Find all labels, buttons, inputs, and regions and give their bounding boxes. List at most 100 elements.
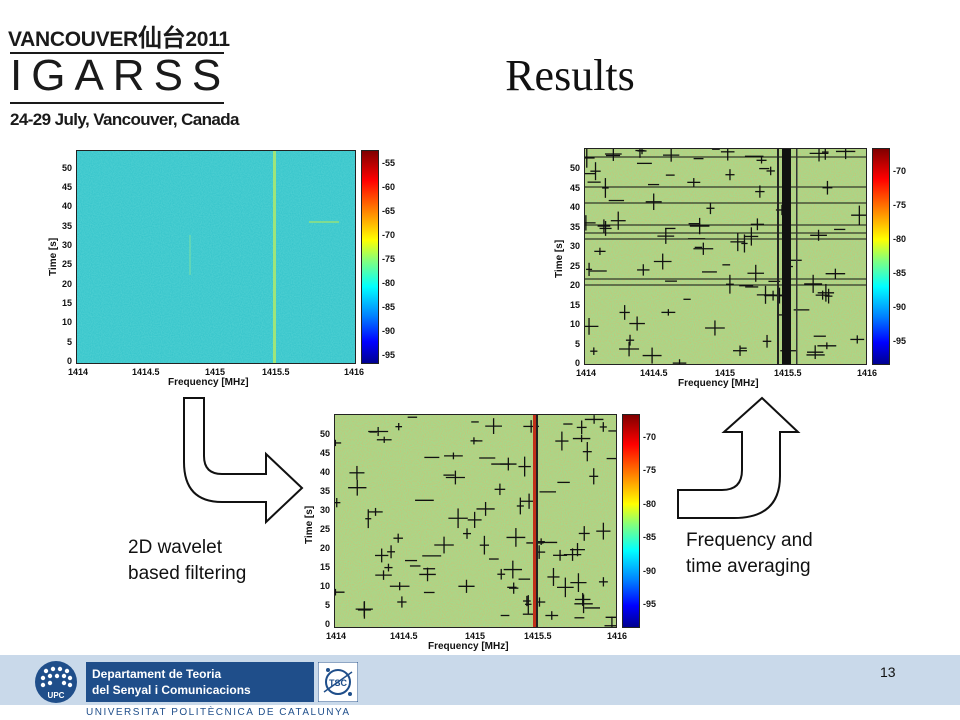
- university-name: UNIVERSITAT POLITÈCNICA DE CATALUNYA: [86, 707, 351, 718]
- ytick-filt-5: 5: [325, 600, 331, 610]
- spectrogram-averaged: Time [s] 50 45 40 35 30 25 20 15 10 5 0 …: [546, 146, 916, 394]
- ytick-avg-0: 0: [575, 358, 581, 368]
- upc-logo-icon: UPC: [35, 661, 77, 703]
- xtick-raw-1416: 1416: [344, 367, 365, 377]
- ytick-avg-25: 25: [570, 261, 581, 271]
- cbar-avg-tick-0: -70: [893, 166, 907, 176]
- ytick-raw-30: 30: [62, 240, 73, 250]
- ytick-avg-15: 15: [570, 300, 581, 310]
- ytick-filt-35: 35: [320, 486, 331, 496]
- ytick-filt-0: 0: [325, 619, 331, 629]
- ylabel-averaged: Time [s]: [554, 239, 565, 278]
- xtick-avg-1415.5: 1415.5: [774, 368, 802, 378]
- cbar-filt-tick-3: -85: [643, 532, 657, 542]
- cbar-avg-tick-4: -90: [893, 302, 907, 312]
- ytick-raw-15: 15: [62, 298, 73, 308]
- cbar-raw-tick-3: -70: [382, 230, 396, 240]
- caption-wavelet-filtering: 2D wavelet based filtering: [128, 537, 247, 584]
- cbar-filt-tick-5: -95: [643, 599, 657, 609]
- caption-frequency-time-averaging: Frequency and time averaging: [686, 530, 813, 577]
- colorbar-filtered: [622, 414, 640, 628]
- xtick-avg-1416: 1416: [857, 368, 878, 378]
- xtick-raw-1415.5: 1415.5: [262, 367, 290, 377]
- ytick-raw-50: 50: [62, 163, 73, 173]
- xtick-avg-1414.5: 1414.5: [640, 368, 668, 378]
- ytick-raw-20: 20: [62, 279, 73, 289]
- tsc-logo-text: TSC: [329, 678, 348, 688]
- logo-dates: 24-29 July, Vancouver, Canada: [10, 110, 240, 129]
- department-name-box: Departament de Teoria del Senyal i Comun…: [86, 662, 314, 702]
- xlabel-averaged: Frequency [MHz]: [678, 378, 759, 389]
- xtick-filt-1415: 1415: [465, 631, 486, 641]
- spectrogram-filtered-plot: [334, 414, 617, 628]
- spectrogram-averaged-plot: [584, 148, 867, 365]
- ytick-avg-20: 20: [570, 280, 581, 290]
- spectrogram-filtered-image: [335, 415, 616, 627]
- xtick-filt-1415.5: 1415.5: [524, 631, 552, 641]
- dept-line-1: Departament de Teoria: [92, 667, 222, 681]
- igarss-logo: VANCOUVER仙台2011 IGARSS 24-29 July, Vanco…: [8, 10, 240, 132]
- ytick-filt-50: 50: [320, 429, 331, 439]
- ytick-avg-30: 30: [570, 241, 581, 251]
- arrow-up-icon: [677, 396, 801, 519]
- dept-line-2: del Senyal i Comunicacions: [92, 683, 251, 697]
- ytick-raw-10: 10: [62, 317, 73, 327]
- cbar-raw-tick-6: -85: [382, 302, 396, 312]
- spectrogram-raw: Time [s] 50 45 40 35 30 25 20 15 10 5 0 …: [40, 148, 400, 393]
- cbar-filt-tick-2: -80: [643, 499, 657, 509]
- ytick-avg-45: 45: [570, 183, 581, 193]
- ytick-avg-5: 5: [575, 339, 581, 349]
- ytick-filt-40: 40: [320, 467, 331, 477]
- ytick-raw-35: 35: [62, 221, 73, 231]
- ytick-avg-10: 10: [570, 319, 581, 329]
- xlabel-raw: Frequency [MHz]: [168, 377, 249, 388]
- spectrogram-averaged-image: [585, 149, 866, 364]
- logo-igarss: IGARSS: [10, 51, 231, 100]
- xtick-raw-1414.5: 1414.5: [132, 367, 160, 377]
- logo-year: 2011: [185, 28, 230, 51]
- cbar-avg-tick-2: -80: [893, 234, 907, 244]
- ytick-raw-40: 40: [62, 201, 73, 211]
- cbar-raw-tick-0: -55: [382, 158, 396, 168]
- logo-line-vancouver: VANCOUVER仙台2011: [8, 18, 230, 53]
- ytick-filt-20: 20: [320, 543, 331, 553]
- ytick-filt-10: 10: [320, 581, 331, 591]
- xlabel-filtered: Frequency [MHz]: [428, 641, 509, 652]
- xtick-filt-1416: 1416: [607, 631, 628, 641]
- logo-rule-top: [10, 52, 224, 54]
- tsc-logo-icon: TSC: [318, 662, 358, 702]
- ytick-filt-45: 45: [320, 448, 331, 458]
- cbar-raw-tick-4: -75: [382, 254, 396, 264]
- page-number: 13: [880, 664, 896, 680]
- cbar-filt-tick-0: -70: [643, 432, 657, 442]
- upc-logo-text: UPC: [48, 691, 65, 700]
- cbar-filt-tick-4: -90: [643, 566, 657, 576]
- xtick-avg-1414: 1414: [576, 368, 597, 378]
- spectrogram-raw-plot: [76, 150, 356, 364]
- cbar-filt-tick-1: -75: [643, 465, 657, 475]
- ytick-filt-25: 25: [320, 524, 331, 534]
- slide-title: Results: [505, 51, 635, 100]
- cbar-avg-tick-1: -75: [893, 200, 907, 210]
- cbar-avg-tick-3: -85: [893, 268, 907, 278]
- ytick-avg-35: 35: [570, 222, 581, 232]
- logo-sendai: 仙台: [137, 24, 186, 52]
- colorbar-averaged: [872, 148, 890, 365]
- ytick-filt-15: 15: [320, 562, 331, 572]
- ytick-filt-30: 30: [320, 505, 331, 515]
- cbar-raw-tick-5: -80: [382, 278, 396, 288]
- xtick-filt-1414.5: 1414.5: [390, 631, 418, 641]
- ytick-raw-0: 0: [67, 356, 73, 366]
- xtick-avg-1415: 1415: [715, 368, 736, 378]
- ytick-avg-40: 40: [570, 202, 581, 212]
- ytick-raw-5: 5: [67, 337, 73, 347]
- cbar-raw-tick-8: -95: [382, 350, 396, 360]
- xtick-raw-1414: 1414: [68, 367, 89, 377]
- logo-vancouver: VANCOUVER: [8, 28, 138, 51]
- colorbar-raw: [361, 150, 379, 364]
- xtick-raw-1415: 1415: [205, 367, 226, 377]
- spectrogram-raw-image: [77, 151, 355, 363]
- cbar-raw-tick-2: -65: [382, 206, 396, 216]
- arrow-right-icon: [183, 397, 304, 525]
- ylabel-raw: Time [s]: [48, 237, 59, 276]
